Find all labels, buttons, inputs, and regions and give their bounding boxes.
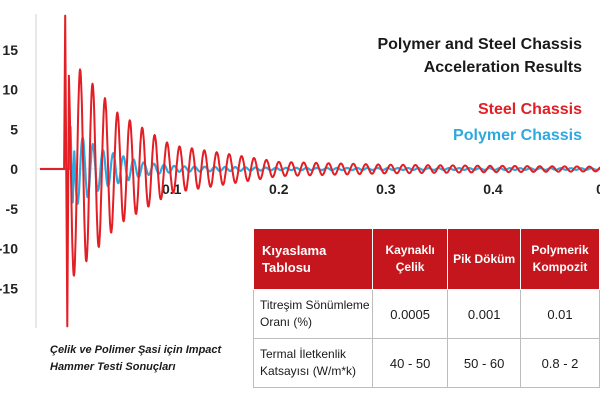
legend-polymer: Polymer Chassis [453,127,582,144]
table-header: Kıyaslama Tablosu [253,228,373,290]
x-tick-labels: 0.10.20.30.40 [162,181,600,197]
y-tick-label: 10 [2,82,18,98]
series-group [40,14,600,328]
x-tick-label: 0.2 [269,181,289,197]
table-cell: 0.8 - 2 [520,338,600,388]
y-tick-label: -5 [6,201,19,217]
x-tick-label: 0 [596,181,600,197]
table-header: Pik Döküm [447,228,521,290]
y-tick-label: -10 [0,241,18,257]
table-cell: 0.01 [520,289,600,339]
table-cell: 50 - 60 [447,338,521,388]
table-cell: 40 - 50 [371,338,449,388]
table-header-row: Kıyaslama Tablosu Kaynaklı Çelik Pik Dök… [253,228,600,290]
x-tick-label: 0.4 [483,181,503,197]
chart-caption: Çelik ve Polimer Şasi için Impact Hammer… [50,344,222,373]
y-tick-label: 0 [10,161,18,177]
series-line-steel [40,14,600,328]
table-header: Polymerik Kompozit [520,228,600,290]
y-tick-label: 15 [2,42,18,58]
table-row-label: Termal İletkenlik Katsayısı (W/m*k) [253,338,373,388]
table-cell: 0.001 [447,289,521,339]
legend-steel: Steel Chassis [477,101,582,118]
y-tick-label: -15 [0,280,18,296]
table-header: Kaynaklı Çelik [371,228,449,290]
table-row-label: Titreşim Sönümleme Oranı (%) [253,289,373,339]
chart-subtitle: Acceleration Results [423,59,582,76]
y-tick-labels: 15 10 5 0 -5 -10 -15 [0,42,18,296]
comparison-table: Kıyaslama Tablosu Kaynaklı Çelik Pik Dök… [253,228,600,388]
x-tick-label: 0.3 [376,181,396,197]
y-tick-label: 5 [10,121,18,137]
table-cell: 0.0005 [371,289,449,339]
table-row: Titreşim Sönümleme Oranı (%) 0.0005 0.00… [253,289,600,339]
chart-title: Polymer and Steel Chassis [377,36,582,53]
table-row: Termal İletkenlik Katsayısı (W/m*k) 40 -… [253,338,600,388]
